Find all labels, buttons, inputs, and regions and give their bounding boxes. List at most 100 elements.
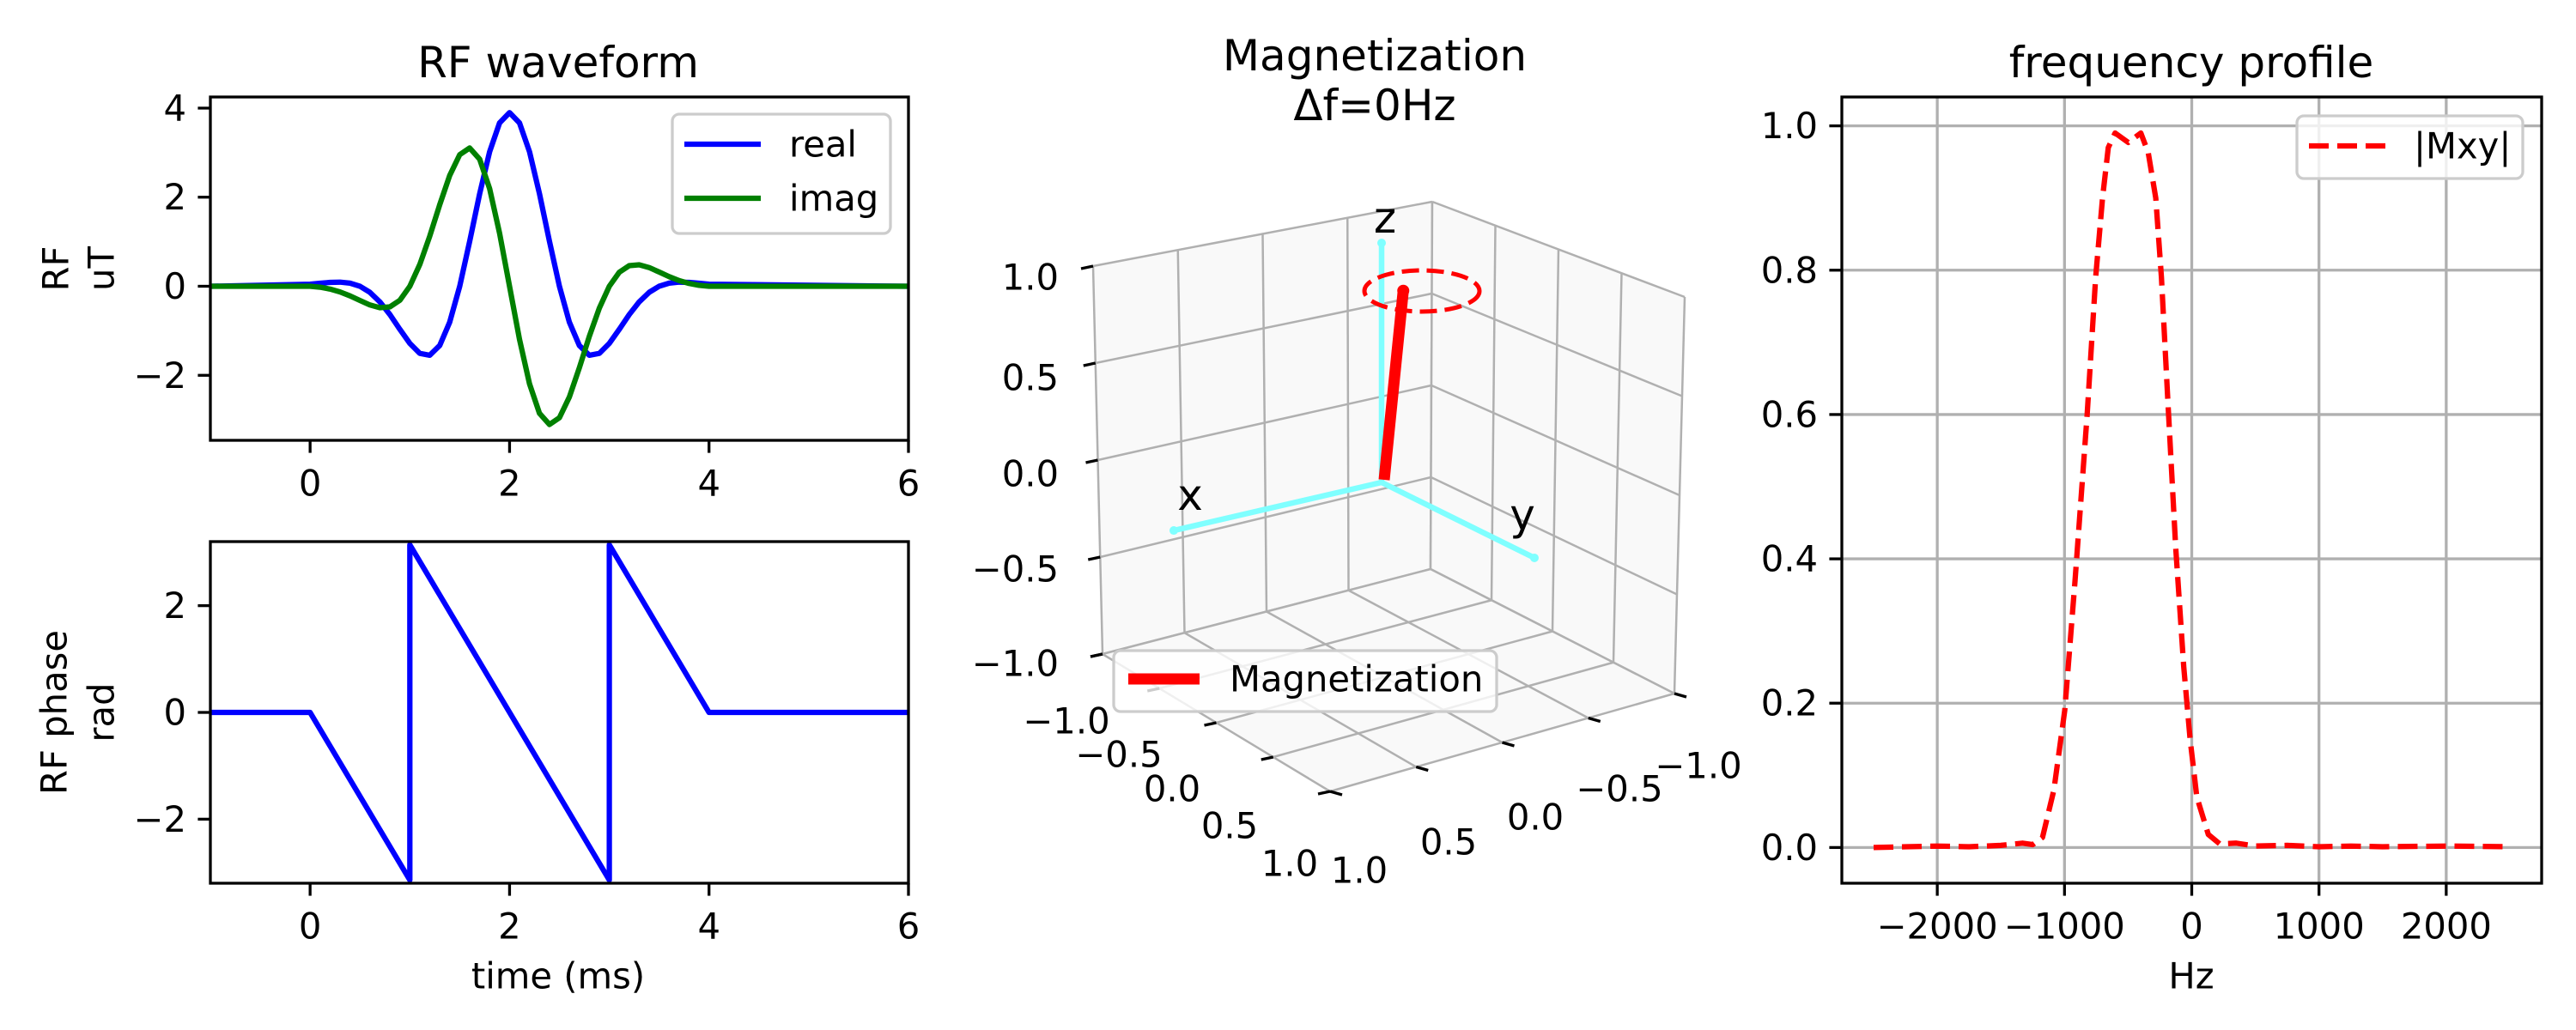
series-line-real	[210, 110, 908, 359]
rf-waveform-title: RF waveform	[417, 38, 699, 88]
x-tick-label: 1000	[2274, 906, 2365, 948]
x-tick-mark	[1204, 721, 1217, 727]
magnetization-title-line1: Magnetization	[1223, 31, 1527, 81]
rf-ylabel-line2: uT	[81, 246, 123, 291]
y-tick-label: 0.4	[1761, 538, 1818, 580]
y-axis-label: y	[1510, 490, 1535, 540]
x-tick-label: −0.5	[1075, 734, 1162, 776]
x-tick-label: 2	[498, 906, 521, 948]
y-tick-mark	[1674, 692, 1687, 699]
y-tick-mark	[1329, 790, 1343, 797]
left-wall-pane	[1091, 200, 1434, 656]
frequency-profile-legend: |Mxy|	[2295, 114, 2524, 180]
magnetization-vector-head	[1397, 284, 1410, 297]
grid-line	[1099, 476, 1431, 559]
z-tick-label: −0.5	[972, 548, 1059, 591]
magnetization-title-line2: Δf=0Hz	[1293, 81, 1455, 130]
z-tick-label: −1.0	[972, 643, 1059, 685]
rf-phase-axes: 0 2 4 6 −2 0 2	[134, 540, 920, 948]
y-tick-label: 4	[163, 87, 186, 129]
x-tick-label: −1.0	[1023, 700, 1109, 742]
y-tick-label: 0.0	[1507, 797, 1564, 839]
x-tick-label: 0.5	[1201, 805, 1258, 847]
y-tick-label: −2	[134, 798, 186, 840]
series-line-imag	[210, 145, 908, 427]
x-axis-arrowhead	[1169, 526, 1178, 536]
magnetization-trajectory	[1362, 268, 1482, 314]
hz-xlabel: Hz	[2168, 955, 2214, 997]
z-tick-label: 0.0	[1002, 453, 1059, 495]
magnetization-vector	[1378, 290, 1409, 481]
grid-line	[1612, 273, 1623, 663]
y-tick-label: 2	[163, 176, 186, 218]
y-tick-label: 1.0	[1331, 850, 1388, 892]
legend-label: real	[789, 124, 857, 166]
x-tick-mark	[1090, 652, 1103, 658]
magnetization-legend: Magnetization	[1112, 649, 1498, 713]
frequency-profile-series-group	[1873, 130, 2511, 851]
y-axis-arrowhead	[1529, 553, 1539, 562]
legend-box	[1112, 649, 1498, 713]
x-tick-label: −2000	[1877, 906, 1998, 948]
z-tick-label: 1.0	[1002, 257, 1059, 299]
x-tick-label: 0	[2180, 906, 2203, 948]
y-tick-label: 0.8	[1761, 249, 1818, 291]
grid-line	[1430, 567, 1675, 695]
y-tick-label: −1.0	[1655, 745, 1741, 787]
z-tick-mark	[1083, 361, 1097, 367]
y-tick-label: 0.0	[1761, 827, 1818, 869]
legend-box	[2295, 114, 2524, 180]
x-tick-label: 2000	[2401, 906, 2492, 948]
rf-waveform-series-group	[210, 110, 908, 427]
legend-label: Magnetization	[1230, 658, 1483, 700]
rf-waveform-axes: 0 2 4 6 −2 0 2 4 real imag	[134, 87, 920, 504]
x-tick-label: 4	[697, 463, 720, 505]
y-tick-label: 0.6	[1761, 393, 1818, 435]
x-tick-mark	[1317, 790, 1331, 796]
y-tick-label: 1.0	[1761, 105, 1818, 147]
z-tick-mark	[1087, 555, 1101, 561]
legend-label: imag	[789, 178, 878, 220]
x-tick-label: 1.0	[1261, 843, 1318, 885]
phase-ylabel-line1: RF phase	[33, 630, 76, 795]
series-line-phase	[210, 542, 908, 883]
y-tick-label: −2	[134, 354, 186, 397]
z-axis-label: z	[1374, 193, 1396, 243]
y-tick-label: 0	[163, 265, 186, 307]
x-tick-label: 4	[697, 906, 720, 948]
frequency-profile-axes: −2000 −1000 0 1000 2000 0.0 0.2 0.4 0.6 0.8 1.0 |Mx…	[1761, 95, 2543, 948]
x-tick-mark	[1261, 755, 1274, 761]
frequency-profile-title: frequency profile	[2009, 38, 2374, 88]
y-tick-label: −0.5	[1576, 768, 1662, 810]
rf-phase-series-group	[210, 542, 908, 883]
z-axis-arrowhead	[1377, 239, 1386, 247]
phase-ylabel-line2: rad	[81, 682, 123, 742]
rf-waveform-axes-frame	[209, 95, 910, 442]
x-axis-arrow	[1173, 479, 1382, 534]
y-tick-label: 0.2	[1761, 682, 1818, 724]
grid-line	[1673, 296, 1686, 694]
rf-waveform-legend: real imag	[671, 112, 892, 235]
z-tick-label: 0.5	[1002, 357, 1059, 399]
grid-line	[1430, 476, 1678, 596]
rf-ylabel-line1: RF	[35, 246, 77, 292]
x-tick-label: 0.0	[1144, 768, 1200, 810]
right-wall-pane	[1429, 200, 1686, 695]
y-tick-label: 2	[163, 585, 186, 627]
grid-line	[1431, 384, 1680, 497]
grid-line	[1346, 217, 1350, 591]
y-tick-mark	[1502, 741, 1515, 748]
y-tick-label: 0.5	[1420, 821, 1477, 863]
magnetization-3d-axes: 1.00.50.0−0.5−1.0−1.0−0.50.00.51.0 1.00.5…	[972, 193, 1742, 892]
x-axis-label: x	[1177, 470, 1203, 520]
y-tick-mark	[1588, 716, 1601, 724]
y-tick-label: 0	[163, 692, 186, 734]
y-axis-arrow	[1380, 480, 1536, 560]
series-line-mxy	[1873, 130, 2511, 851]
z-tick-mark	[1080, 264, 1094, 270]
x-tick-label: 0	[299, 463, 322, 505]
z-tick-mark	[1085, 458, 1098, 464]
grid-line	[1097, 384, 1432, 462]
x-tick-label: 6	[897, 463, 920, 505]
